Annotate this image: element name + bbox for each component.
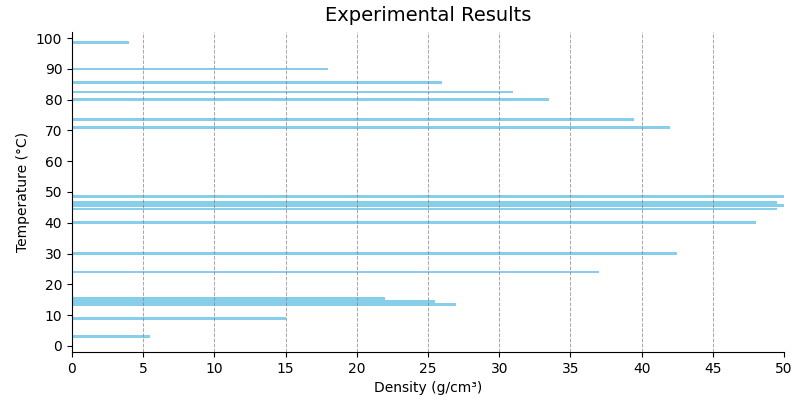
- Bar: [72, 68, 328, 70]
- Bar: [72, 204, 784, 207]
- Bar: [72, 195, 784, 198]
- Bar: [72, 271, 599, 273]
- Bar: [72, 201, 777, 204]
- Bar: [72, 297, 386, 300]
- Bar: [72, 118, 634, 121]
- X-axis label: Density (g/cm³): Density (g/cm³): [374, 381, 482, 395]
- Bar: [72, 303, 457, 306]
- Bar: [72, 81, 442, 84]
- Bar: [72, 208, 777, 210]
- Bar: [72, 300, 435, 303]
- Bar: [72, 126, 670, 129]
- Bar: [72, 335, 150, 338]
- Bar: [72, 221, 755, 224]
- Y-axis label: Temperature (°C): Temperature (°C): [16, 132, 30, 252]
- Bar: [72, 41, 129, 44]
- Bar: [72, 98, 549, 101]
- Bar: [72, 317, 286, 320]
- Bar: [72, 252, 677, 255]
- Title: Experimental Results: Experimental Results: [325, 6, 531, 25]
- Bar: [72, 91, 514, 93]
